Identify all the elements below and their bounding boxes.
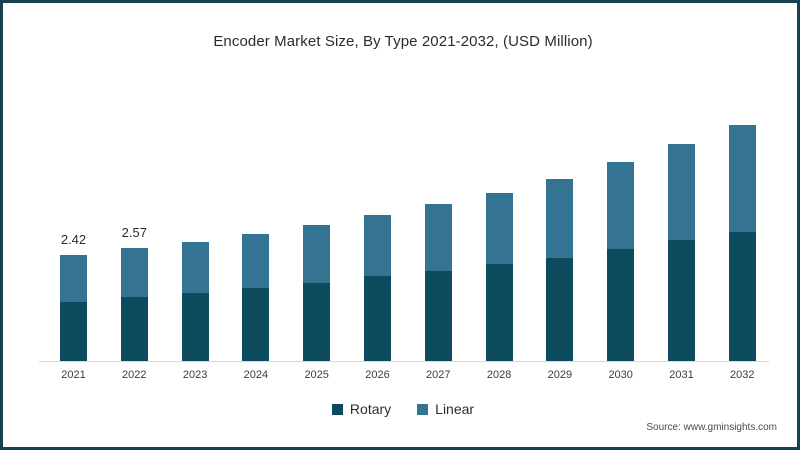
- bar-segment-linear-2025[interactable]: [303, 224, 331, 283]
- x-tick-label-2021: 2021: [61, 369, 86, 381]
- x-axis-baseline: [39, 361, 769, 362]
- bar-segment-rotary-2026[interactable]: [364, 276, 391, 361]
- legend-label-rotary: Rotary: [349, 401, 392, 417]
- stacked-bar-2032[interactable]: [728, 125, 756, 361]
- bar-segment-rotary-2028[interactable]: [485, 263, 513, 361]
- x-tick-label-2027: 2027: [426, 369, 451, 381]
- bar-segment-rotary-2023[interactable]: [181, 293, 209, 361]
- stacked-bar-2030[interactable]: [607, 162, 635, 361]
- stacked-bar-2024[interactable]: [242, 234, 270, 361]
- bar-segment-rotary-2031[interactable]: [668, 240, 695, 361]
- source-attribution: Source: www.gminsights.com: [646, 422, 777, 433]
- bar-segment-linear-2021[interactable]: [60, 254, 87, 302]
- x-tick-label-2031: 2031: [669, 369, 694, 381]
- stacked-bar-2026[interactable]: [364, 215, 391, 361]
- x-tick-label-2024: 2024: [243, 369, 269, 381]
- legend-swatch-icon-rotary: [331, 403, 343, 415]
- bar-value-label-2021: 2.42: [60, 231, 87, 247]
- bar-segment-linear-2032[interactable]: [728, 125, 756, 232]
- x-tick-label-2028: 2028: [486, 369, 512, 381]
- plot-area: 2.42 2.57 2021 2022 2023 2024 2025 2026 2027 202…: [3, 3, 800, 453]
- bar-segment-rotary-2024[interactable]: [242, 288, 270, 361]
- bar-value-label-2022: 2.57: [121, 225, 147, 241]
- stacked-bar-2029[interactable]: [546, 178, 574, 361]
- bar-segment-linear-2028[interactable]: [485, 193, 513, 264]
- stacked-bar-2025[interactable]: [303, 224, 331, 361]
- bar-segment-linear-2029[interactable]: [546, 178, 574, 258]
- legend-swatch-icon-linear: [417, 403, 429, 415]
- legend-label-linear: Linear: [435, 401, 475, 417]
- x-tick-label-2032: 2032: [730, 369, 755, 381]
- bar-segment-rotary-2025[interactable]: [303, 282, 331, 361]
- stacked-bar-2031[interactable]: [668, 144, 695, 361]
- chart-legend: Rotary Linear: [3, 401, 800, 417]
- stacked-bar-2027[interactable]: [424, 204, 452, 361]
- bar-segment-linear-2026[interactable]: [364, 215, 391, 277]
- x-tick-label-2026: 2026: [365, 369, 390, 381]
- x-tick-label-2023: 2023: [182, 369, 208, 381]
- bar-segment-linear-2030[interactable]: [607, 162, 635, 250]
- bar-segment-rotary-2022[interactable]: [120, 297, 148, 361]
- stacked-bar-2023[interactable]: [181, 242, 209, 361]
- bar-segment-rotary-2032[interactable]: [728, 231, 756, 361]
- bar-segment-linear-2031[interactable]: [668, 144, 695, 241]
- bar-segment-linear-2022[interactable]: [120, 248, 148, 298]
- bar-segment-linear-2024[interactable]: [242, 234, 270, 289]
- bar-segment-linear-2027[interactable]: [424, 204, 452, 271]
- chart-title: Encoder Market Size, By Type 2021-2032, …: [213, 33, 593, 50]
- stacked-bar-2021[interactable]: 2.42: [60, 232, 87, 361]
- stacked-bar-2022[interactable]: 2.57: [120, 225, 148, 361]
- legend-item-rotary[interactable]: Rotary: [331, 401, 392, 417]
- legend-item-linear[interactable]: Linear: [417, 401, 474, 417]
- stacked-bar-2028[interactable]: [485, 193, 513, 361]
- x-tick-label-2025: 2025: [304, 369, 329, 381]
- bar-segment-rotary-2021[interactable]: [60, 301, 87, 361]
- bar-segment-rotary-2027[interactable]: [424, 270, 452, 361]
- x-tick-label-2029: 2029: [547, 369, 573, 381]
- x-tick-label-2030: 2030: [608, 369, 633, 381]
- bar-segment-linear-2023[interactable]: [181, 242, 209, 294]
- bar-segment-rotary-2030[interactable]: [607, 249, 635, 361]
- bar-segment-rotary-2029[interactable]: [546, 257, 574, 361]
- x-tick-label-2022: 2022: [122, 369, 147, 381]
